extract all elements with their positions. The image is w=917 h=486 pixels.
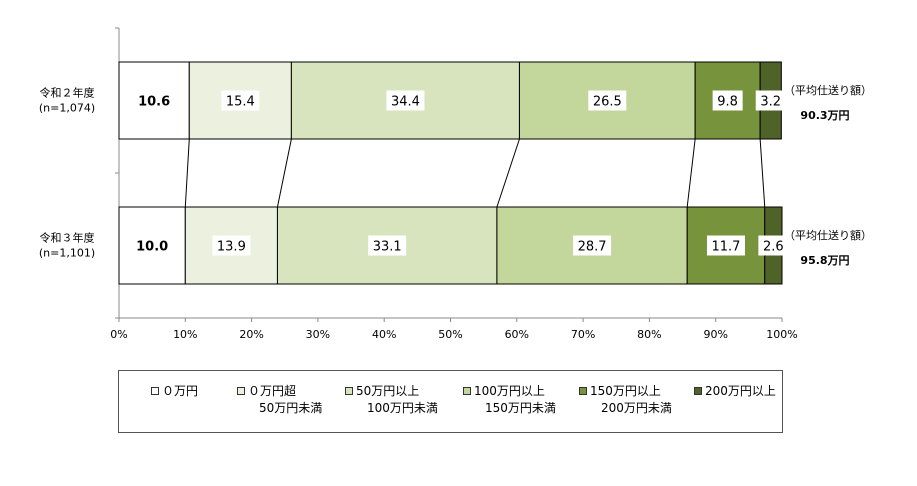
legend-swatch <box>151 387 159 395</box>
connector-line <box>759 138 766 208</box>
legend-label-line2: 100万円未満 <box>367 401 438 415</box>
bar-segment <box>118 206 186 285</box>
value-label: 2.6 <box>763 240 784 255</box>
annotation-label: （平均仕送り額） <box>784 83 872 97</box>
value-label: 26.5 <box>593 95 622 110</box>
legend-item: 100万円以上 150万円未満 <box>463 383 556 417</box>
legend-label: 100万円以上 <box>474 384 545 398</box>
legend-item: ０万円 <box>151 383 198 400</box>
category-label: 令和３年度 <box>40 231 95 245</box>
value-label: 13.9 <box>217 240 246 255</box>
legend-item: 200万円以上 <box>694 383 776 400</box>
category-n-label: (n=1,074) <box>39 102 95 115</box>
x-tick-label: 0% <box>110 328 127 341</box>
x-tick-label: 100% <box>766 328 797 341</box>
x-tick-label: 50% <box>438 328 462 341</box>
bar-segment <box>118 61 190 140</box>
x-tick-label: 10% <box>173 328 197 341</box>
annotation-value: 90.3万円 <box>800 109 849 122</box>
value-label-box <box>386 90 425 111</box>
legend-swatch <box>463 387 471 395</box>
value-label-box <box>758 235 789 256</box>
legend-swatch <box>579 387 587 395</box>
value-label: 3.2 <box>760 95 781 110</box>
legend-item: ０万円超 50万円未満 <box>237 383 322 417</box>
value-label-box <box>588 90 627 111</box>
value-label-box <box>368 235 407 256</box>
value-label-box <box>712 90 743 111</box>
value-label: 10.6 <box>138 95 170 110</box>
x-tick-label: 30% <box>306 328 330 341</box>
legend-label: ０万円超 <box>248 384 297 398</box>
category-label: 令和２年度 <box>40 86 95 100</box>
value-label: 11.7 <box>711 240 740 255</box>
legend-label: 50万円以上 <box>356 384 420 398</box>
x-tick-label: 20% <box>239 328 263 341</box>
legend-swatch <box>237 387 245 395</box>
value-label: 33.1 <box>373 240 402 255</box>
legend-label: ０万円 <box>162 384 199 398</box>
legend-label-line2: 200万円未満 <box>601 401 672 415</box>
x-tick-label: 40% <box>372 328 396 341</box>
value-label-box <box>212 235 251 256</box>
x-tick-label: 60% <box>505 328 529 341</box>
x-tick-label: 70% <box>571 328 595 341</box>
legend-label: 150万円以上 <box>590 384 661 398</box>
legend-swatch <box>694 387 702 395</box>
value-label: 34.4 <box>391 95 420 110</box>
x-tick-label: 80% <box>637 328 661 341</box>
annotation-value: 95.8万円 <box>800 254 849 267</box>
value-label: 28.7 <box>578 240 607 255</box>
connector-line <box>276 138 292 208</box>
legend-item: 50万円以上 100万円未満 <box>345 383 438 417</box>
legend-label: 200万円以上 <box>705 384 776 398</box>
value-label-box <box>755 90 786 111</box>
legend-item: 150万円以上 200万円未満 <box>579 383 672 417</box>
annotation-label: （平均仕送り額） <box>784 228 872 242</box>
legend: ０万円 ０万円超 50万円未満 50万円以上 100万円未満 100万円以上 150万円未満… <box>118 370 783 433</box>
value-label-box <box>221 90 260 111</box>
legend-label-line2: 50万円未満 <box>259 401 323 415</box>
connector-line <box>184 138 190 208</box>
x-tick-label: 90% <box>703 328 727 341</box>
connector-line <box>686 138 696 208</box>
category-n-label: (n=1,101) <box>39 247 95 260</box>
value-label: 15.4 <box>226 95 255 110</box>
value-label-box <box>706 235 745 256</box>
value-label: 10.0 <box>136 240 168 255</box>
legend-label-line2: 150万円未満 <box>485 401 556 415</box>
value-label-box <box>573 235 612 256</box>
value-label: 9.8 <box>717 95 738 110</box>
legend-swatch <box>345 387 353 395</box>
connector-line <box>496 138 520 208</box>
bar-segment <box>686 206 766 285</box>
